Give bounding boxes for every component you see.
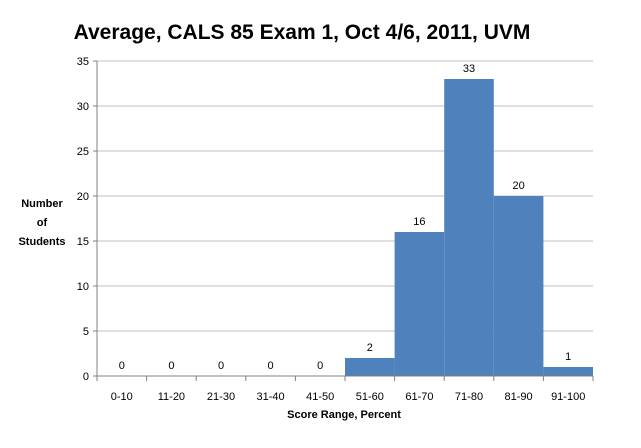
bar — [444, 79, 494, 376]
data-label: 2 — [367, 342, 373, 354]
bar — [394, 232, 445, 376]
data-label: 1 — [565, 351, 571, 363]
bars — [345, 79, 593, 376]
data-label: 20 — [512, 180, 524, 192]
y-tick-label: 10 — [77, 281, 89, 293]
data-label: 0 — [317, 360, 323, 372]
y-tick-label: 0 — [83, 371, 89, 383]
y-tick-label: 15 — [77, 236, 89, 248]
y-tick-label: 35 — [77, 56, 89, 68]
y-tick-label: 20 — [77, 191, 89, 203]
x-tick-label: 0-10 — [111, 391, 133, 403]
bar — [345, 358, 395, 376]
y-tick-label: 25 — [77, 146, 89, 158]
data-label: 33 — [463, 63, 475, 75]
x-axis-title: Score Range, Percent — [287, 409, 401, 421]
x-tick-label: 31-40 — [257, 391, 285, 403]
x-tick-label: 61-70 — [405, 391, 433, 403]
data-label: 0 — [268, 360, 274, 372]
y-tick-label: 30 — [77, 101, 89, 113]
x-tick-label: 51-60 — [356, 391, 384, 403]
y-tick-label: 5 — [83, 326, 89, 338]
bar — [493, 196, 544, 376]
x-tick-label: 11-20 — [158, 391, 185, 403]
y-axis-title-line: Number — [21, 198, 63, 210]
y-axis-title: Number of Students — [18, 198, 65, 248]
x-tick-label: 21-30 — [207, 391, 235, 403]
data-label: 0 — [119, 360, 125, 372]
y-axis-title-line: of — [37, 217, 48, 229]
data-label: 16 — [413, 216, 425, 228]
chart-title: Average, CALS 85 Exam 1, Oct 4/6, 2011, … — [74, 21, 531, 44]
bar — [543, 367, 593, 376]
x-tick-label: 41-50 — [306, 391, 334, 403]
data-labels: 0 0 0 0 0 2 16 33 20 1 — [119, 63, 572, 372]
gridlines — [97, 60, 593, 332]
x-tick-label: 81-90 — [505, 391, 533, 403]
x-tick-label: 71-80 — [455, 391, 483, 403]
x-tick-label: 91-100 — [551, 391, 585, 403]
y-axis-title-line: Students — [18, 236, 65, 248]
data-label: 0 — [168, 360, 174, 372]
data-label: 0 — [218, 360, 224, 372]
